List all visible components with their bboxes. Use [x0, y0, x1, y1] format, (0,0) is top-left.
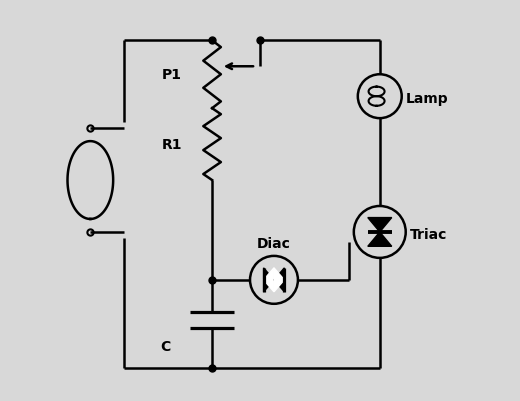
Polygon shape	[274, 268, 284, 292]
Polygon shape	[368, 232, 392, 247]
Text: Lamp: Lamp	[406, 92, 448, 106]
Polygon shape	[264, 268, 274, 292]
Text: R1: R1	[162, 138, 182, 152]
Text: C: C	[160, 339, 170, 353]
Polygon shape	[274, 268, 284, 292]
Text: Diac: Diac	[257, 236, 291, 250]
Text: P1: P1	[162, 68, 182, 82]
Polygon shape	[368, 218, 392, 232]
Polygon shape	[264, 268, 274, 292]
Text: Triac: Triac	[410, 227, 447, 241]
